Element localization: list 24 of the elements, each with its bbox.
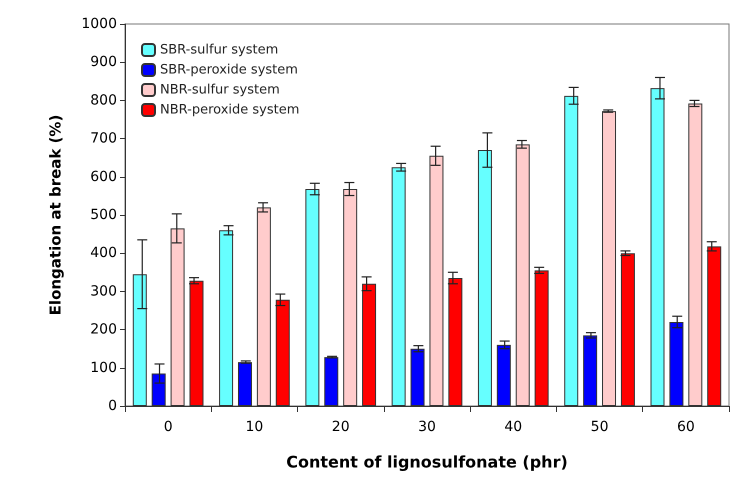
y-tick-label: 600	[90, 168, 117, 185]
y-tick-label: 500	[90, 207, 117, 223]
y-tick-label: 400	[90, 245, 117, 262]
y-tick-label: 0	[108, 398, 117, 414]
y-tick-label: 1000	[81, 16, 117, 32]
x-tick-label: 20	[332, 419, 350, 435]
x-tick-label: 10	[246, 419, 264, 435]
legend-label: NBR-peroxide system	[160, 102, 300, 118]
y-tick-label: 200	[90, 322, 117, 338]
x-tick-label: 40	[504, 419, 522, 435]
x-tick-label: 60	[676, 419, 695, 435]
legend-label: NBR-sulfur system	[160, 82, 280, 98]
legend-label: SBR-peroxide system	[160, 62, 298, 78]
y-axis-title: Elongation at break (%)	[46, 114, 64, 316]
y-tick-label: 700	[90, 130, 117, 147]
y-tick-label: 800	[90, 92, 117, 108]
x-axis-title: Content of lignosulfonate (phr)	[286, 452, 568, 472]
x-tick-label: 30	[418, 419, 436, 435]
y-tick-label: 900	[90, 54, 117, 70]
y-tick-label: 100	[90, 360, 117, 376]
y-tick-label: 300	[90, 283, 117, 300]
legend-label: SBR-sulfur system	[160, 42, 278, 58]
x-tick-label: 50	[590, 419, 608, 435]
x-tick-label: 0	[164, 419, 173, 435]
